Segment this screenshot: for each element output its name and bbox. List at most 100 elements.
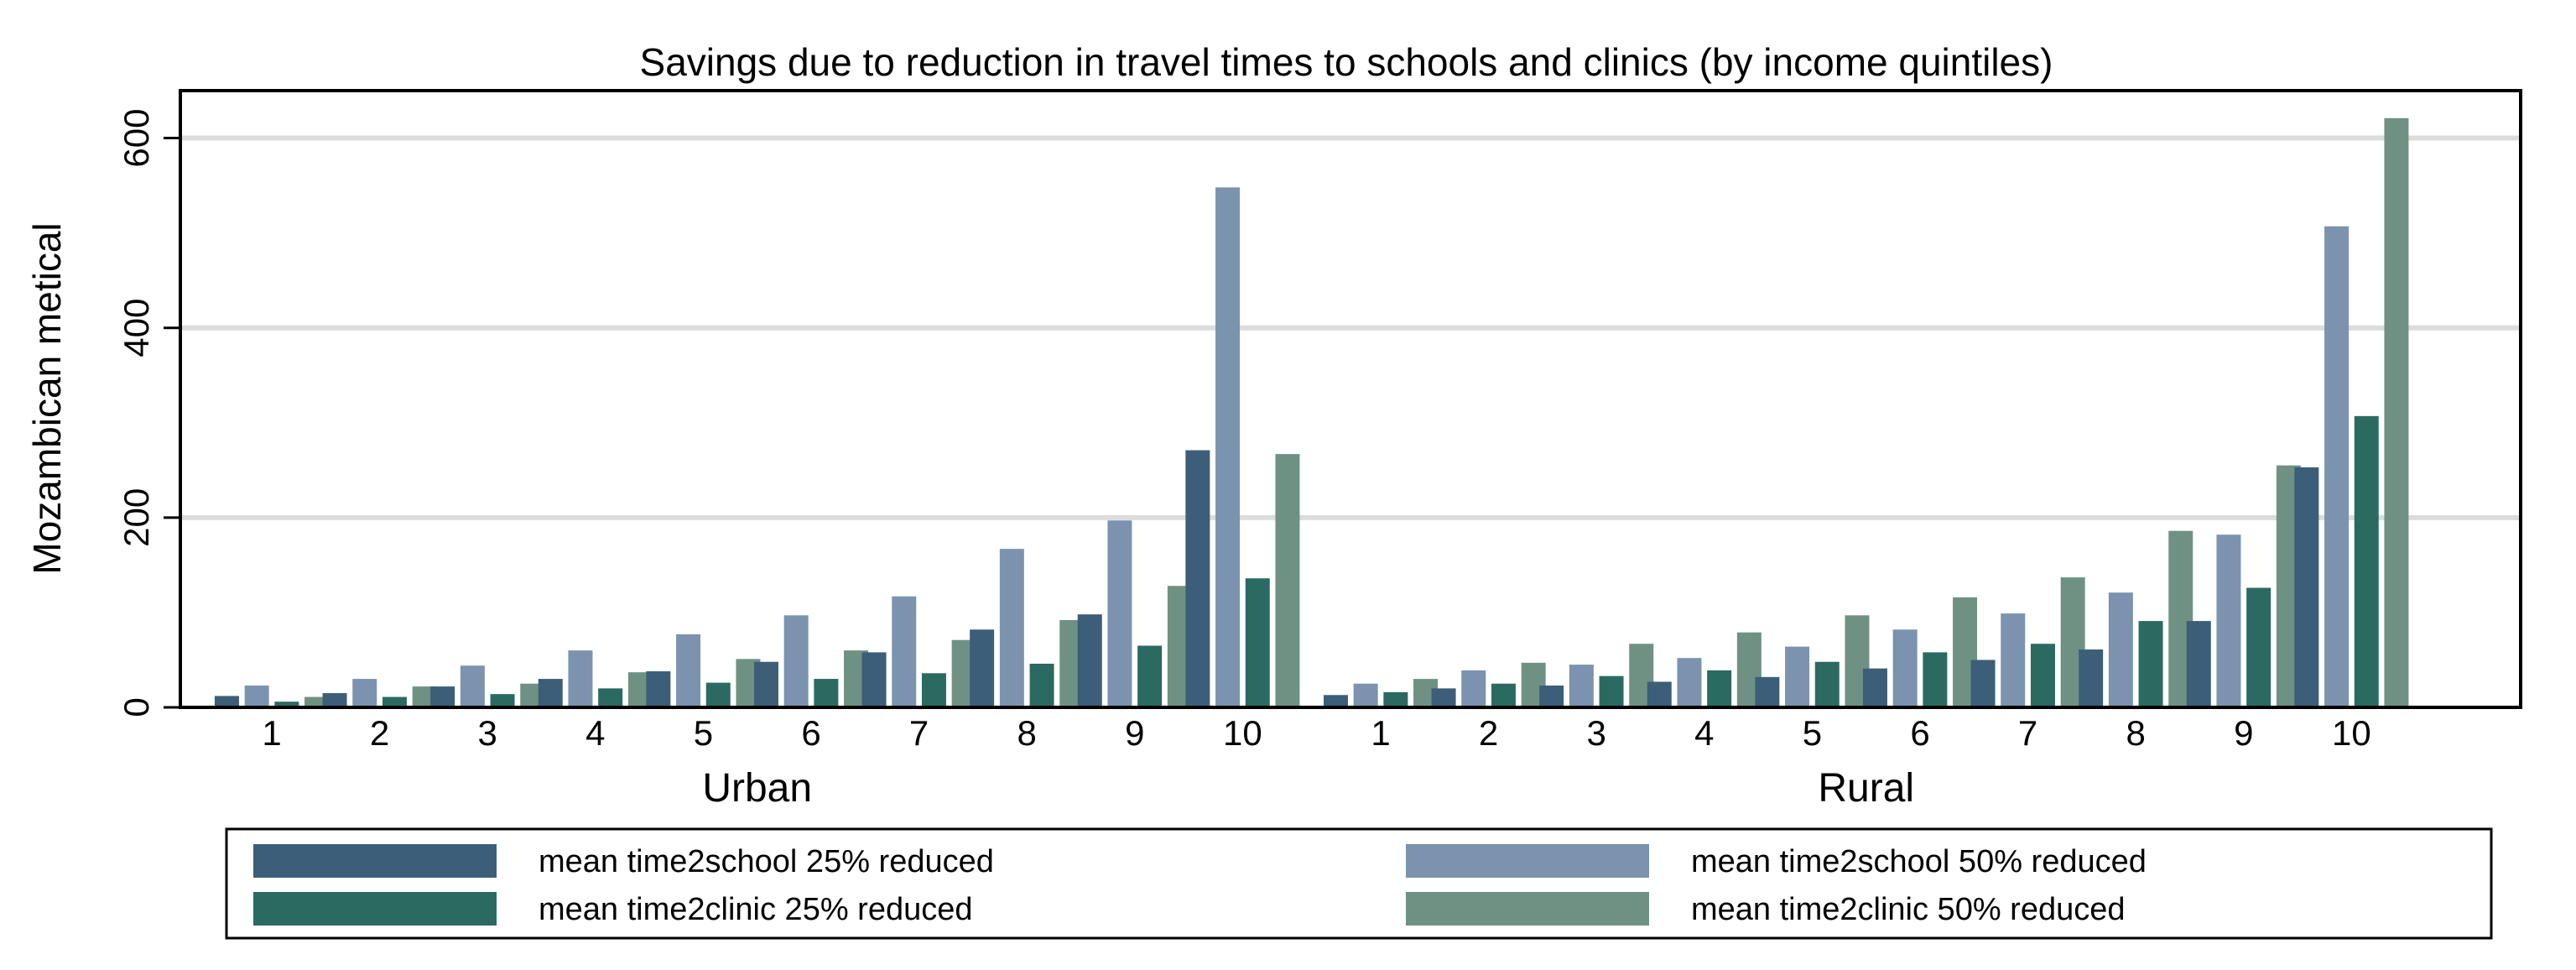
- bar-urban-7-series-3: [921, 673, 946, 707]
- axes: [164, 89, 2522, 709]
- bar-rural-8-series-2: [2108, 592, 2133, 707]
- bar-urban-6-series-1: [753, 661, 778, 707]
- bar-urban-7-series-2: [892, 596, 917, 707]
- bar-urban-1-series-3: [274, 701, 299, 707]
- legend-box: [225, 827, 2493, 940]
- plot-frame: [179, 89, 2522, 709]
- x-tick-label: 3: [1587, 713, 1606, 753]
- x-tick-label: 1: [1371, 713, 1390, 753]
- bar-urban-4-series-2: [568, 650, 593, 707]
- bar-rural-3-series-2: [1569, 665, 1594, 707]
- bar-rural-7-series-2: [2001, 613, 2026, 707]
- bar-urban-3-series-2: [460, 665, 485, 707]
- y-tick-label: 200: [117, 488, 156, 547]
- x-tick-labels: 1 2 3 4 5 6 7 8 9 10 1 2 3 4 5 6 7 8 9 10: [262, 713, 2370, 753]
- bar-urban-9-series-1: [1077, 614, 1102, 707]
- bar-rural-4-series-1: [1647, 681, 1672, 707]
- x-tick-label: 9: [2234, 713, 2253, 753]
- legend-label: mean time2clinic 50% reduced: [1691, 892, 2126, 927]
- bar-rural-10-series-1: [2294, 467, 2319, 707]
- bar-rural-4-series-2: [1677, 658, 1702, 707]
- legend-swatch: [1406, 892, 1649, 926]
- x-tick-label: 7: [909, 713, 929, 753]
- legend-label: mean time2clinic 25% reduced: [539, 892, 973, 927]
- bar-urban-7-series-1: [861, 652, 887, 707]
- bar-rural-9-series-3: [2246, 587, 2272, 707]
- x-tick-label: 5: [1803, 713, 1822, 753]
- bar-urban-2-series-2: [352, 679, 377, 707]
- bar-rural-4-series-3: [1707, 670, 1732, 707]
- x-tick-label: 6: [1910, 713, 1929, 753]
- x-tick-label: 8: [1017, 713, 1037, 753]
- chart-title: Savings due to reduction in travel times…: [640, 40, 2053, 84]
- x-tick-label: 5: [694, 713, 713, 753]
- bar-urban-2-series-1: [322, 693, 347, 707]
- bar-rural-7-series-1: [1970, 660, 1996, 707]
- y-tick-label: 600: [117, 108, 156, 167]
- y-axis-label: Mozambican metical: [25, 222, 69, 574]
- x-tick-label: 4: [1694, 713, 1714, 753]
- bars: [214, 117, 2409, 708]
- bar-rural-3-series-1: [1539, 685, 1564, 707]
- x-tick-label: 10: [2332, 713, 2371, 753]
- bar-urban-10-series-3: [1245, 578, 1270, 707]
- bar-urban-1-series-2: [244, 685, 269, 707]
- bar-rural-10-series-2: [2324, 226, 2350, 707]
- legend-swatch: [1406, 844, 1649, 878]
- bar-rural-1-series-3: [1383, 691, 1408, 707]
- bar-rural-6-series-1: [1862, 668, 1887, 707]
- bar-urban-3-series-3: [490, 694, 515, 707]
- bar-urban-8-series-1: [970, 629, 995, 707]
- gridlines: [180, 135, 2521, 520]
- legend: mean time2school 25% reduced mean time2sc…: [225, 827, 2493, 940]
- bar-rural-2-series-1: [1431, 688, 1456, 707]
- y-tick-label: 400: [117, 299, 156, 357]
- x-tick-label: 10: [1223, 713, 1262, 753]
- x-tick-label: 9: [1125, 713, 1144, 753]
- y-tick-label: 0: [117, 697, 156, 717]
- x-tick-label: 6: [801, 713, 820, 753]
- bar-urban-4-series-1: [538, 679, 563, 707]
- legend-label: mean time2school 50% reduced: [1691, 844, 2147, 879]
- group-labels: Urban Rural: [702, 766, 1914, 811]
- legend-label: mean time2school 25% reduced: [539, 844, 994, 879]
- bar-rural-6-series-2: [1892, 629, 1918, 707]
- bar-rural-5-series-2: [1785, 646, 1810, 707]
- bar-urban-8-series-2: [999, 549, 1024, 707]
- bar-rural-5-series-3: [1814, 661, 1840, 707]
- bar-urban-5-series-1: [646, 671, 671, 707]
- bar-urban-5-series-2: [676, 634, 701, 707]
- x-tick-label: 3: [478, 713, 497, 753]
- y-tick-labels: 0 200 400 600: [117, 108, 156, 717]
- bar-urban-3-series-1: [430, 686, 455, 707]
- x-tick-label: 2: [1479, 713, 1498, 753]
- bar-rural-10-series-4: [2384, 117, 2409, 708]
- x-tick-label: 8: [2126, 713, 2146, 753]
- bar-rural-9-series-2: [2216, 535, 2241, 707]
- legend-swatch: [253, 892, 497, 926]
- bar-rural-2-series-2: [1461, 670, 1486, 707]
- x-tick-label: 2: [370, 713, 389, 753]
- bar-rural-1-series-2: [1353, 683, 1378, 707]
- legend-swatch: [253, 844, 497, 878]
- bar-urban-1-series-1: [214, 696, 239, 707]
- bar-rural-7-series-3: [2030, 644, 2055, 707]
- bar-urban-10-series-1: [1185, 450, 1210, 707]
- group-label-rural: Rural: [1818, 766, 1914, 811]
- bar-urban-8-series-3: [1029, 663, 1054, 707]
- x-tick-label: 7: [2018, 713, 2037, 753]
- bar-rural-10-series-3: [2354, 415, 2379, 707]
- bar-rural-2-series-3: [1491, 683, 1516, 707]
- bar-urban-9-series-3: [1137, 645, 1163, 707]
- x-tick-label: 1: [262, 713, 281, 753]
- bar-urban-6-series-3: [814, 679, 839, 707]
- bar-rural-5-series-1: [1755, 676, 1780, 707]
- bar-rural-3-series-3: [1599, 675, 1624, 707]
- bar-urban-9-series-2: [1107, 520, 1132, 707]
- bar-urban-5-series-3: [705, 682, 731, 707]
- bar-urban-10-series-4: [1275, 454, 1300, 707]
- bar-rural-8-series-1: [2079, 649, 2104, 707]
- bar-urban-10-series-2: [1215, 187, 1241, 708]
- bar-urban-2-series-3: [382, 696, 407, 707]
